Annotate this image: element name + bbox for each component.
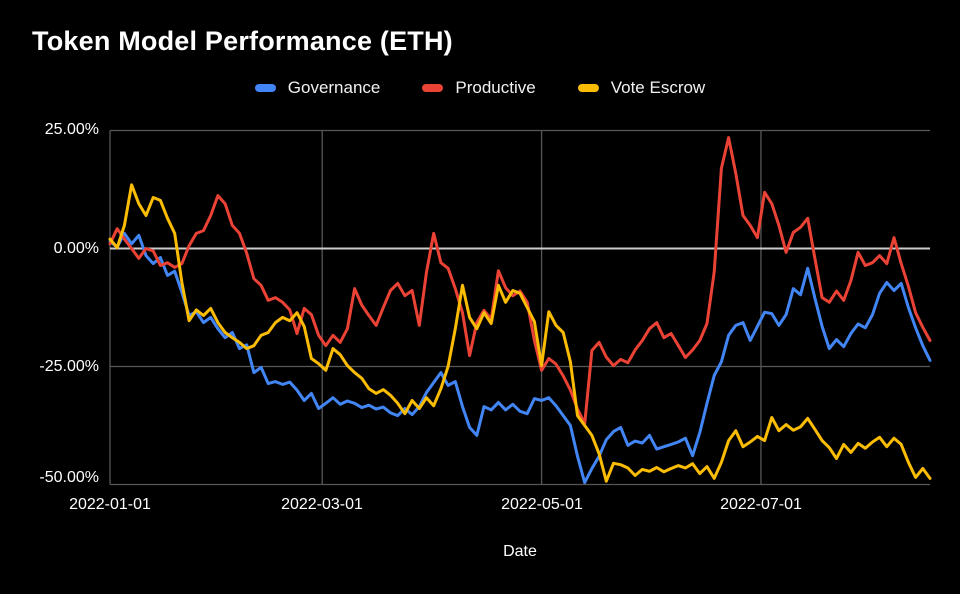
y-axis-tick-0: 0.00% xyxy=(53,240,99,257)
vote-escrow-swatch-icon xyxy=(577,84,599,92)
legend: Governance Productive Vote Escrow xyxy=(0,78,960,98)
governance-swatch-icon xyxy=(254,84,276,92)
legend-item-vote-escrow: Vote Escrow xyxy=(577,78,706,98)
y-axis-tick-neg25: -25.00% xyxy=(39,358,99,375)
chart-title: Token Model Performance (ETH) xyxy=(32,26,453,56)
x-axis-title: Date xyxy=(503,543,537,560)
y-axis-tick-25: 25.00% xyxy=(44,121,99,138)
series-line-governance[interactable] xyxy=(108,231,932,485)
y-axis-tick-neg50: -50.00% xyxy=(39,469,99,486)
series-line-vote-escrow[interactable] xyxy=(108,183,932,483)
legend-label-productive: Productive xyxy=(455,78,536,97)
x-axis-tick-may: 2022-05-01 xyxy=(501,496,583,513)
legend-item-governance: Governance xyxy=(254,78,381,98)
legend-label-governance: Governance xyxy=(287,78,381,97)
legend-label-vote-escrow: Vote Escrow xyxy=(610,78,706,97)
x-axis-tick-jan: 2022-01-01 xyxy=(69,496,151,513)
legend-item-productive: Productive xyxy=(422,78,536,98)
x-axis-tick-mar: 2022-03-01 xyxy=(281,496,363,513)
series-line-productive[interactable] xyxy=(108,136,932,426)
x-axis-tick-jul: 2022-07-01 xyxy=(720,496,802,513)
productive-swatch-icon xyxy=(422,84,444,92)
